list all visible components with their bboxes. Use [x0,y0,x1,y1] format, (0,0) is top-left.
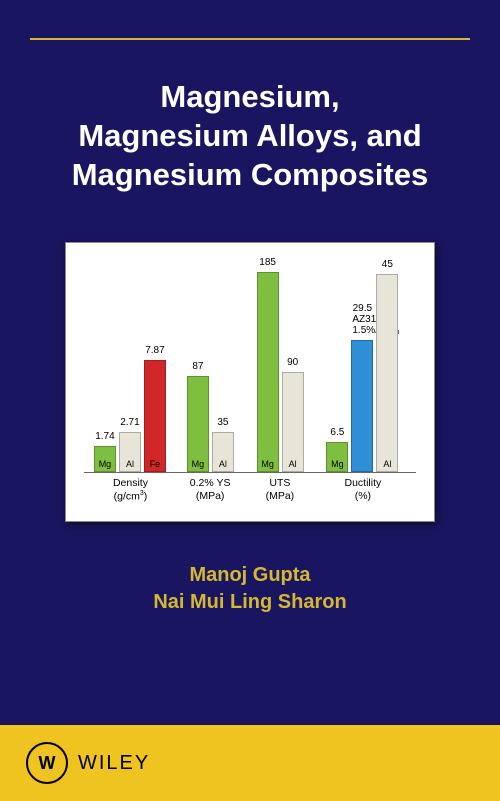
wiley-mark-icon: W [26,742,68,784]
chart-card: 1.74Mg2.71Al7.87Fe87Mg35Al185Mg90Al6.5Mg… [65,242,435,522]
x-axis-label: Ductility(%) [326,477,399,502]
bar-group-2: 185Mg90Al [257,272,304,472]
bar-label: Al [213,459,233,469]
bar-value: 2.71 [120,417,140,428]
bar-value: 7.87 [145,345,165,356]
bar-value: 29.5AZ31B/1.5%Al₂O₃ [352,303,372,336]
book-cover: Magnesium, Magnesium Alloys, and Magnesi… [0,0,500,801]
bar-value: 185 [258,257,278,268]
title-line-1: Magnesium, [30,78,470,117]
author-1: Manoj Gupta [0,562,500,589]
bar: 45Al [376,274,398,472]
publisher-name: WILEY [78,752,150,775]
bar: 35Al [212,432,234,472]
authors-block: Manoj Gupta Nai Mui Ling Sharon [0,562,500,616]
bar-value: 87 [188,361,208,372]
bar-value: 1.74 [95,431,115,442]
publisher-footer: W WILEY [0,725,500,801]
title-block: Magnesium, Magnesium Alloys, and Magnesi… [0,40,500,194]
bar-value: 35 [213,417,233,428]
title-line-3: Magnesium Composites [30,156,470,195]
bar-group-3: 6.5Mg29.5AZ31B/1.5%Al₂O₃45Al [326,274,398,472]
bar-label: Al [120,459,140,469]
x-axis-label: 0.2% YS(MPa) [180,477,240,502]
title-line-2: Magnesium Alloys, and [30,117,470,156]
bar-label: Al [283,459,303,469]
x-axis-label: Density(g/cm3) [94,477,167,503]
chart-x-labels: Density(g/cm3) 0.2% YS(MPa) UTS(MPa) Ductil… [84,477,416,515]
publisher-logo: W WILEY [26,742,150,784]
bar-group-1: 87Mg35Al [187,376,234,472]
bar-label: Mg [258,459,278,469]
bar-label: Fe [145,459,165,469]
bar-value: 6.5 [327,427,347,438]
x-axis-label: UTS(MPa) [250,477,310,502]
bar: 1.74Mg [94,446,116,472]
bar: 185Mg [257,272,279,472]
bar: 90Al [282,372,304,472]
bar-label: Mg [327,459,347,469]
bar-label: Mg [188,459,208,469]
bar-value: 90 [283,357,303,368]
author-2: Nai Mui Ling Sharon [0,589,500,616]
bar-label: Mg [95,459,115,469]
bar: 29.5AZ31B/1.5%Al₂O₃ [351,340,373,472]
chart-plot-area: 1.74Mg2.71Al7.87Fe87Mg35Al185Mg90Al6.5Mg… [84,255,416,473]
bar: 2.71Al [119,432,141,472]
bar: 7.87Fe [144,360,166,472]
bar-label: Al [377,459,397,469]
bar-group-0: 1.74Mg2.71Al7.87Fe [94,360,166,472]
bar: 6.5Mg [326,442,348,472]
bar-value: 45 [377,259,397,270]
bar: 87Mg [187,376,209,472]
